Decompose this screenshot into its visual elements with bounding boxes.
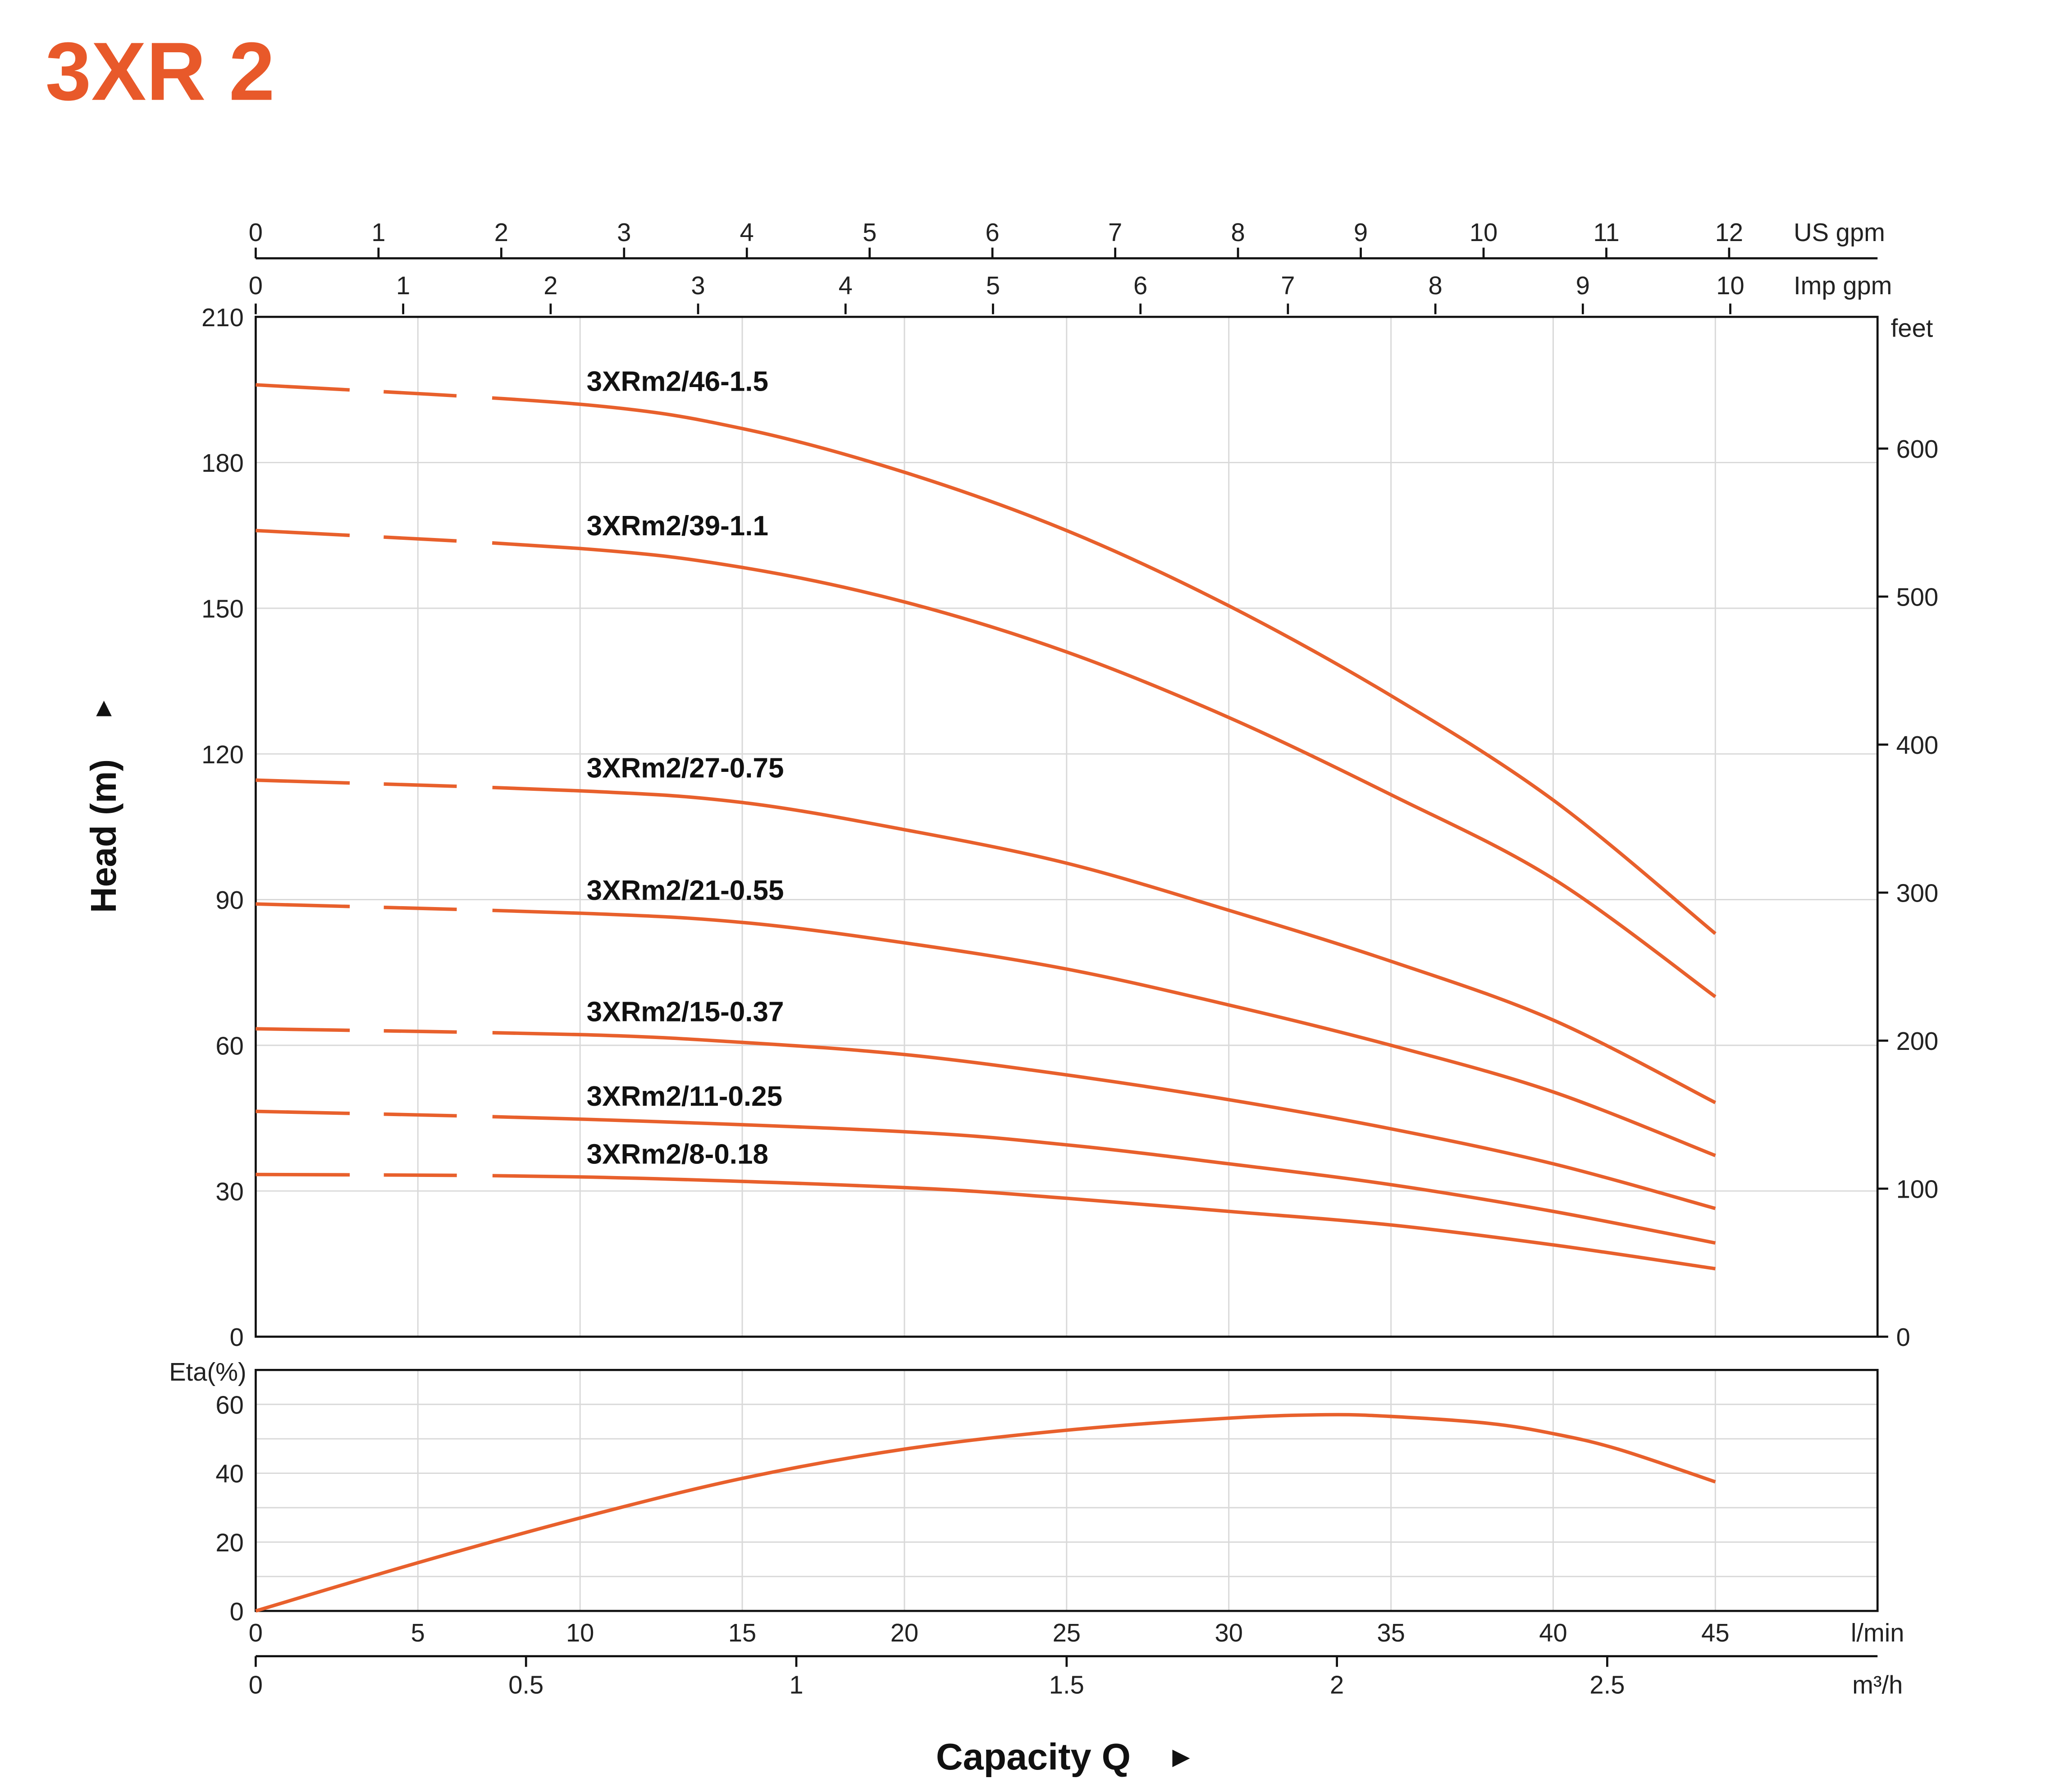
curve-label: 3XRm2/11-0.25: [587, 1081, 783, 1112]
eta-tick-label: 40: [215, 1459, 243, 1488]
lmin-tick-label: 45: [1701, 1619, 1729, 1647]
m3h-tick-label: 0.5: [508, 1670, 543, 1699]
feet-tick-label: 100: [1896, 1175, 1939, 1204]
lmin-tick-label: 25: [1053, 1619, 1081, 1647]
curve-label: 3XRm2/8-0.18: [587, 1139, 768, 1170]
head-tick-label: 180: [201, 449, 244, 477]
imp-gpm-tick-label: 3: [691, 271, 705, 300]
eta-tick-label: 0: [230, 1597, 244, 1626]
us-gpm-tick-label: 0: [249, 218, 263, 246]
eta-plot-frame: [255, 1369, 1879, 1612]
imp-gpm-tick-label: 4: [839, 271, 853, 300]
eta-tick-label: 20: [215, 1528, 243, 1557]
us-gpm-tick-label: 5: [863, 218, 877, 246]
efficiency-curve: [255, 1413, 1716, 1613]
lmin-tick-label: 10: [566, 1619, 594, 1647]
lmin-tick-label: 35: [1377, 1619, 1405, 1647]
head-tick-label: 90: [215, 886, 243, 914]
us-gpm-tick-label: 7: [1108, 218, 1122, 246]
m3h-tick-label: 2.5: [1589, 1670, 1625, 1699]
curve-label: 3XRm2/39-1.1: [587, 511, 768, 542]
imp-gpm-tick-label: 0: [249, 271, 263, 300]
us-gpm-tick-label: 9: [1354, 218, 1368, 246]
lmin-tick-label: 5: [411, 1619, 425, 1647]
head-curve-3xrm2-11-0-25: [256, 1109, 1716, 1245]
imp-gpm-tick-label: 7: [1281, 271, 1295, 300]
head-tick-label: 120: [201, 740, 244, 769]
head-plot-frame: [255, 315, 1879, 1338]
head-tick-label: 0: [230, 1323, 244, 1351]
imp-gpm-tick-label: 8: [1428, 271, 1442, 300]
us-gpm-tick-label: 2: [494, 218, 508, 246]
lmin-tick-label: 0: [249, 1619, 263, 1647]
us-gpm-tick-label: 12: [1715, 218, 1743, 246]
feet-tick-label: 400: [1896, 731, 1939, 759]
us-gpm-unit-label: US gpm: [1794, 218, 1885, 246]
us-gpm-tick-label: 8: [1231, 218, 1245, 246]
m3h-tick-label: 1.5: [1049, 1670, 1084, 1699]
head-curve-3xrm2-21-0-55: [256, 902, 1716, 1158]
lmin-tick-label: 40: [1539, 1619, 1567, 1647]
eta-axis-label: Eta(%): [169, 1358, 247, 1386]
head-curve-3xrm2-8-0-18: [256, 1172, 1716, 1271]
imp-gpm-tick-label: 5: [986, 271, 1000, 300]
us-gpm-tick-label: 10: [1470, 218, 1498, 246]
head-tick-label: 210: [201, 303, 244, 332]
m3h-unit-label: m³/h: [1852, 1670, 1903, 1699]
head-curve-3xrm2-27-0-75: [256, 778, 1717, 1104]
us-gpm-tick-label: 1: [371, 218, 385, 246]
eta-tick-label: 60: [215, 1391, 243, 1419]
us-gpm-tick-label: 11: [1593, 218, 1619, 246]
imp-gpm-tick-label: 1: [396, 271, 410, 300]
m3h-tick-label: 0: [249, 1670, 263, 1699]
curve-label: 3XRm2/46-1.5: [587, 366, 768, 397]
curve-label: 3XRm2/27-0.75: [587, 753, 784, 784]
lmin-unit-label: l/min: [1851, 1619, 1904, 1647]
us-gpm-tick-label: 3: [617, 218, 631, 246]
feet-tick-label: 0: [1896, 1323, 1910, 1351]
imp-gpm-tick-label: 10: [1716, 271, 1744, 300]
head-curve-3xrm2-15-0-37: [256, 1027, 1716, 1210]
lmin-tick-label: 30: [1215, 1619, 1242, 1647]
feet-axis-label: feet: [1891, 314, 1933, 342]
head-curve-3xrm2-46-1-5: [256, 383, 1717, 935]
y-axis-arrow-icon: ▲: [91, 693, 117, 722]
us-gpm-tick-label: 6: [986, 218, 1000, 246]
head-curve-3xrm2-39-1-1: [256, 529, 1717, 999]
feet-tick-label: 300: [1896, 879, 1939, 907]
imp-gpm-tick-label: 6: [1133, 271, 1147, 300]
imp-gpm-tick-label: 9: [1576, 271, 1590, 300]
head-tick-label: 30: [215, 1177, 243, 1206]
head-tick-label: 60: [215, 1032, 243, 1060]
lmin-tick-label: 15: [728, 1619, 756, 1647]
curve-label: 3XRm2/15-0.37: [587, 997, 784, 1028]
page-title: 3XR 2: [46, 25, 275, 118]
feet-tick-label: 500: [1896, 583, 1939, 611]
imp-gpm-tick-label: 2: [543, 271, 557, 300]
y-axis-title: Head (m): [83, 759, 123, 913]
feet-tick-label: 600: [1896, 435, 1939, 463]
imp-gpm-unit-label: Imp gpm: [1794, 271, 1892, 300]
feet-tick-label: 200: [1896, 1027, 1939, 1055]
x-axis-arrow-icon: ►: [1167, 1740, 1196, 1773]
m3h-tick-label: 2: [1330, 1670, 1344, 1699]
head-tick-label: 150: [201, 595, 244, 623]
us-gpm-tick-label: 4: [740, 218, 754, 246]
curve-label: 3XRm2/21-0.55: [587, 875, 784, 906]
x-axis-title: Capacity Q: [936, 1736, 1131, 1778]
m3h-tick-label: 1: [789, 1670, 803, 1699]
lmin-tick-label: 20: [890, 1619, 918, 1647]
